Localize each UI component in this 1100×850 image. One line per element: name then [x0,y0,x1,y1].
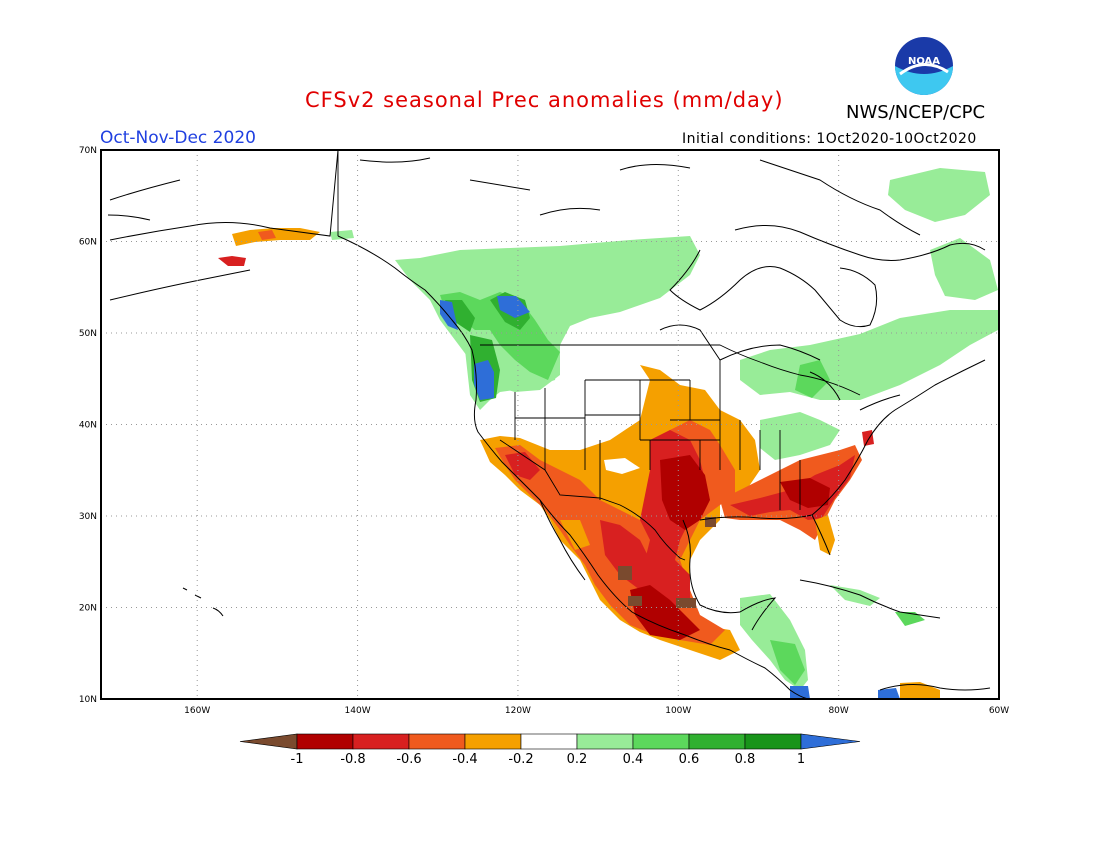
lat-labels: 70N 60N 50N 40N 30N 20N 10N [79,146,97,705]
anomaly-region [815,515,835,555]
colorbar-under-arrow [239,733,298,750]
anomaly-region [770,640,805,685]
lat-tick-label: 40N [79,421,97,431]
colorbar-label: 0.4 [623,752,644,767]
lat-tick-label: 30N [79,512,97,522]
border [499,439,686,561]
border [515,379,720,441]
coastline [799,579,941,619]
anomaly-region [474,360,494,400]
lon-labels: 160W 140W 120W 100W 80W 60W [184,706,1009,716]
anomaly-region [630,585,700,640]
colorbar-over-arrow [800,733,861,750]
anomaly-region [505,452,540,480]
colorbar-segment [352,733,410,750]
coastline [659,324,721,361]
colorbar-segment [296,733,354,750]
coastline [182,587,224,617]
coastline [539,499,586,581]
lon-tick-label: 100W [665,706,691,716]
colorbar-segment [576,733,634,750]
anomaly-region [560,520,590,550]
lon-tick-label: 120W [505,706,531,716]
colorbar: -1 -0.8 -0.6 -0.4 -0.2 0.2 0.4 0.6 0.8 1 [239,733,861,767]
coastline [109,157,691,301]
colorbar-segment [688,733,746,750]
lon-tick-label: 160W [184,706,210,716]
anomaly-region [258,230,276,240]
anomaly-region [930,238,998,300]
anomaly-region [862,430,874,446]
coastline [682,519,777,631]
anomaly-region [705,517,716,527]
anomaly-region [604,458,640,474]
coastline [879,684,991,691]
colorbar-label: 0.2 [567,752,588,767]
lat-tick-label: 60N [79,238,97,248]
anomaly-region [790,686,810,699]
anomaly-region [660,455,710,530]
coastlines [107,149,991,700]
anomaly-region [895,612,925,626]
map-frame [100,149,1000,700]
anomaly-region [676,598,696,608]
anomaly-region [330,230,354,240]
colorbar-segment [520,733,578,750]
lat-tick-label: 50N [79,329,97,339]
lat-tick-label: 10N [79,695,97,705]
season-label: Oct-Nov-Dec 2020 [100,128,256,148]
lon-tick-label: 60W [989,706,1009,716]
anomaly-region [795,360,830,398]
anomaly-region [780,478,830,508]
anomaly-region [218,256,246,266]
border [480,344,861,396]
anomaly-region [618,566,632,580]
colorbar-label: 0.8 [735,752,756,767]
anomaly-region [497,296,530,318]
colorbar-label: 0.6 [679,752,700,767]
noaa-logo-text: NOAA [908,56,940,67]
colorbar-segment [632,733,690,750]
colorbar-label: 1 [797,752,805,767]
political-borders [337,150,861,561]
colorbar-label: -0.8 [340,752,365,767]
anomaly-region [878,688,900,699]
chart-title: CFSv2 seasonal Prec anomalies (mm/day) [305,88,784,112]
coastline [107,149,339,241]
lon-tick-label: 140W [345,706,371,716]
colorbar-label: -1 [291,752,304,767]
coastline [759,159,921,236]
coastline [719,344,901,411]
agency-label: NWS/NCEP/CPC [846,102,986,123]
anomaly-region [232,228,320,246]
initial-conditions-label: Initial conditions: 1Oct2020-10Oct2020 [682,131,977,147]
border [514,360,801,510]
colorbar-label: -0.6 [396,752,421,767]
anomaly-region [830,585,880,606]
anomaly-region [888,168,990,222]
colorbar-segment [464,733,522,750]
noaa-logo: NOAA [895,37,953,95]
colorbar-segment [744,733,802,750]
coastline [734,224,986,261]
coastline [337,235,809,700]
lat-tick-label: 70N [79,146,97,156]
coastline [699,359,986,556]
colorbar-label: -0.2 [508,752,533,767]
coastline [669,249,878,328]
lon-tick-label: 80W [828,706,848,716]
colorbar-label: -0.4 [452,752,477,767]
lat-tick-label: 20N [79,604,97,614]
anomaly-region [628,596,642,606]
colorbar-segment [408,733,466,750]
